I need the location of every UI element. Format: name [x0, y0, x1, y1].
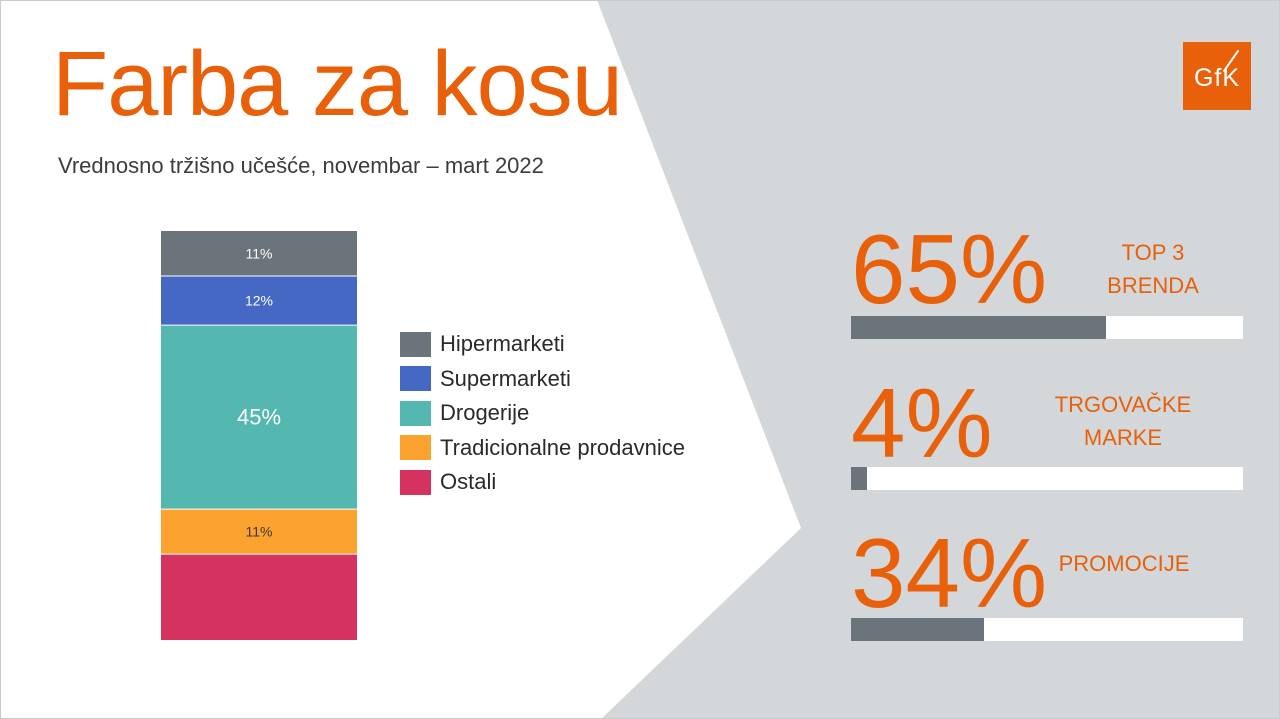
kpi-promotions: 34% PROMOCIJE	[851, 520, 1243, 645]
bar-segment-ostali	[161, 554, 357, 640]
bar-data-label: 11%	[246, 245, 273, 261]
legend-swatch	[400, 400, 431, 426]
kpi-private-labels: 4% TRGOVAČKE MARKE	[851, 370, 1243, 495]
kpi-label-line: PROMOCIJE	[1058, 551, 1190, 576]
bar-segment-supermarketi	[161, 275, 357, 326]
logo-text: GfK	[1193, 64, 1241, 92]
legend-item-drogerije: Drogerije	[400, 396, 685, 431]
kpi-label: PROMOCIJE	[1029, 547, 1219, 580]
legend-swatch	[400, 366, 431, 392]
legend-label: Tradicionalne prodavnice	[440, 434, 685, 460]
kpi-progress-fill	[851, 467, 867, 490]
kpi-value: 4%	[851, 368, 993, 478]
page-subtitle: Vrednosno tržišno učešće, novembar – mar…	[58, 153, 544, 178]
bar-segment-hipermarketi	[161, 231, 357, 276]
kpi-label: TRGOVAČKE MARKE	[1028, 388, 1218, 454]
legend-swatch	[400, 435, 431, 461]
kpi-progress-bar	[851, 618, 1243, 641]
legend-item-supermarketi: Supermarketi	[400, 362, 685, 397]
legend-swatch	[400, 331, 431, 357]
kpi-value: 34%	[851, 518, 1048, 628]
legend-item-hipermarketi: Hipermarketi	[400, 327, 685, 362]
legend-label: Drogerije	[440, 400, 530, 426]
bar-segment-drogerije	[161, 325, 357, 510]
bar-data-label: 12%	[245, 293, 273, 309]
legend-item-ostali: Ostali	[400, 465, 685, 500]
kpi-label: TOP 3 BRENDA	[1058, 236, 1248, 302]
kpi-label-line: MARKE	[1083, 425, 1163, 450]
kpi-progress-bar	[851, 467, 1243, 490]
page-title: Farba za kosu	[52, 33, 623, 135]
bar-data-label: 11%	[246, 524, 273, 540]
legend-item-tradicionalne-prodavnice: Tradicionalne prodavnice	[400, 431, 685, 466]
grey-panel	[597, 0, 1280, 719]
bar-segment-tradicionalne-prodavnice	[161, 509, 357, 555]
kpi-label-line: TOP 3	[1121, 240, 1185, 265]
kpi-label-line: TRGOVAČKE	[1054, 392, 1192, 417]
legend-swatch	[400, 469, 431, 495]
bar-data-label: 45%	[237, 405, 281, 430]
kpi-value: 65%	[851, 214, 1048, 324]
kpi-top3-brands: 65% TOP 3 BRENDA	[851, 218, 1243, 343]
chart-legend: Hipermarketi Supermarketi Drogerije Trad…	[400, 327, 685, 500]
stacked-bar-chart: 11% 12% 45% 11%	[161, 231, 357, 640]
kpi-progress-bar	[851, 316, 1243, 339]
legend-label: Ostali	[440, 469, 497, 495]
legend-label: Supermarketi	[440, 365, 571, 391]
legend-label: Hipermarketi	[440, 331, 565, 357]
kpi-label-line: BRENDA	[1107, 273, 1199, 298]
kpi-progress-fill	[851, 618, 985, 641]
gfk-logo: GfK	[1183, 42, 1251, 110]
kpi-progress-fill	[851, 316, 1106, 339]
